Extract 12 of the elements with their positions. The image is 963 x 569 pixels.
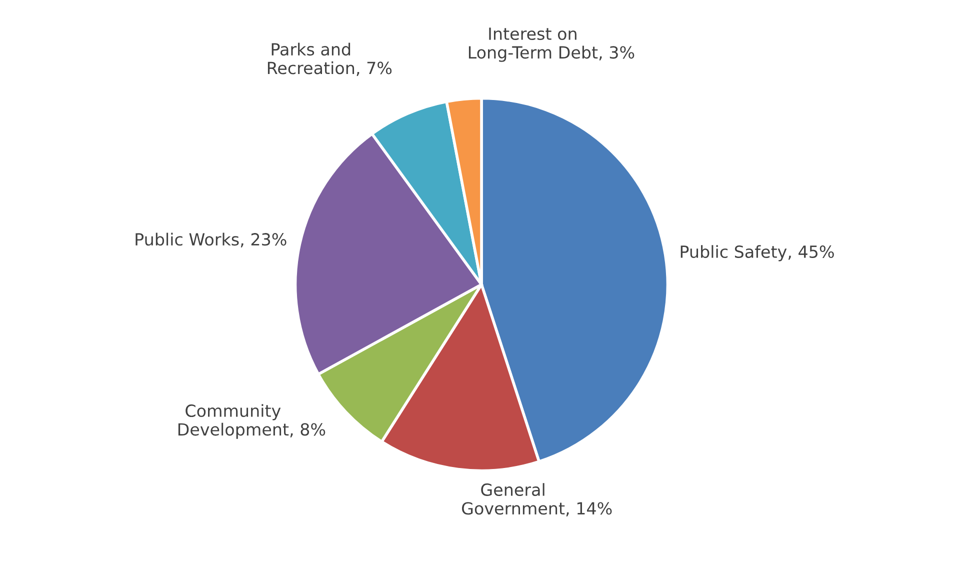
data-label: , 45% <box>788 245 834 260</box>
slice-label: Parks and Recreation <box>268 42 354 74</box>
data-label: , 14% <box>566 502 612 516</box>
slice-label: Community Development <box>178 404 289 439</box>
slice-label: General Government <box>462 483 565 515</box>
data-label: , 7% <box>356 62 392 76</box>
slice-label: Public Works <box>136 232 239 246</box>
slice-label: Public Safety <box>680 245 787 262</box>
data-label: , 8% <box>290 423 326 438</box>
data-label: , 3% <box>599 46 634 60</box>
data-label: , 23% <box>240 233 286 248</box>
slice-label: Interest on Long-Term Debt <box>468 28 598 62</box>
